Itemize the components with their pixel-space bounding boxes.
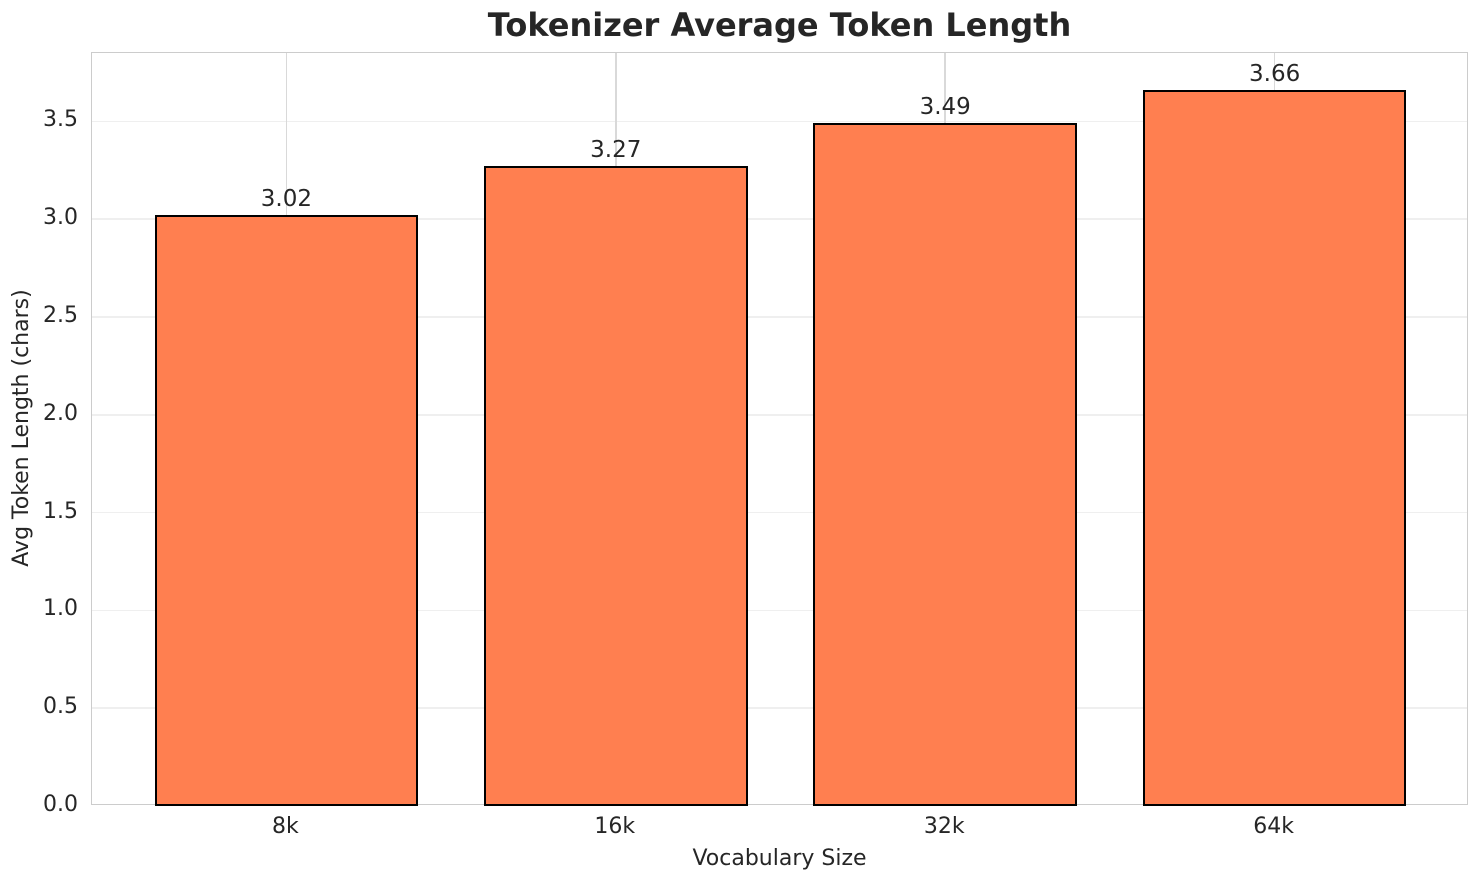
y-gridline [92, 609, 1467, 612]
x-tick-label: 8k [271, 814, 299, 839]
y-tick-label: 3.5 [43, 107, 78, 133]
bar-8k [154, 215, 419, 806]
y-tick-label: 0.5 [43, 694, 78, 720]
bar-value-label: 3.49 [919, 94, 971, 121]
y-gridline [92, 414, 1467, 416]
y-gridline [92, 511, 1467, 514]
y-tick-label: 1.5 [43, 498, 78, 524]
bar-64k [1142, 90, 1407, 806]
y-tick-label: 0.0 [43, 792, 78, 817]
y-tick-label: 2.0 [43, 400, 78, 426]
y-gridline [92, 120, 1467, 123]
y-gridline [92, 218, 1467, 220]
bar-32k [813, 123, 1077, 806]
bar-value-label: 3.02 [260, 186, 312, 213]
x-tick-label: 32k [923, 814, 965, 839]
x-tick-label: 64k [1253, 814, 1294, 839]
y-gridline [92, 316, 1467, 318]
y-gridline [92, 707, 1467, 709]
bar-value-label: 3.66 [1249, 61, 1301, 88]
y-axis-label: Avg Token Length (chars) [9, 289, 34, 567]
bar-16k [484, 166, 748, 806]
bar-value-label: 3.27 [590, 137, 642, 164]
x-tick-label: 16k [594, 814, 636, 839]
y-tick-label: 1.0 [43, 596, 78, 622]
chart-title: Tokenizer Average Token Length [487, 6, 1072, 44]
y-tick-label: 3.0 [43, 205, 78, 231]
y-tick-label: 2.5 [43, 303, 78, 329]
x-axis-label: Vocabulary Size [692, 846, 867, 871]
plot-area: 3.02 3.27 3.49 3.66 [91, 52, 1468, 806]
